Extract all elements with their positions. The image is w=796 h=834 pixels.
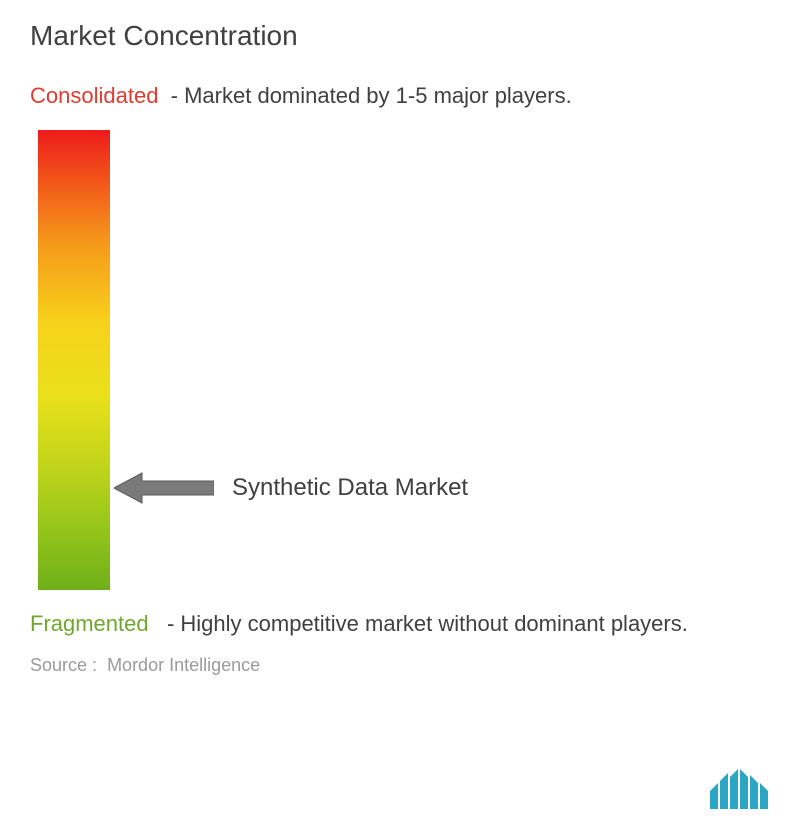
- fragmented-label: Fragmented: [30, 611, 149, 636]
- source-name: Mordor Intelligence: [107, 655, 260, 675]
- source-attribution: Source : Mordor Intelligence: [30, 655, 766, 676]
- fragmented-text: - Highly competitive market without domi…: [167, 611, 688, 636]
- source-prefix: Source :: [30, 655, 97, 675]
- consolidated-label: Consolidated: [30, 83, 158, 108]
- arrow-left-icon: [114, 471, 214, 505]
- concentration-scale-chart: Synthetic Data Market: [30, 130, 766, 590]
- gradient-bar: [38, 130, 110, 590]
- marker-label: Synthetic Data Market: [232, 474, 468, 502]
- page-title: Market Concentration: [30, 20, 766, 52]
- mordor-logo-icon: [710, 769, 768, 814]
- consolidated-text: - Market dominated by 1-5 major players.: [171, 83, 572, 108]
- fragmented-description: Fragmented - Highly competitive market w…: [30, 610, 766, 638]
- market-position-marker: Synthetic Data Market: [114, 471, 468, 505]
- consolidated-description: Consolidated - Market dominated by 1-5 m…: [30, 82, 766, 110]
